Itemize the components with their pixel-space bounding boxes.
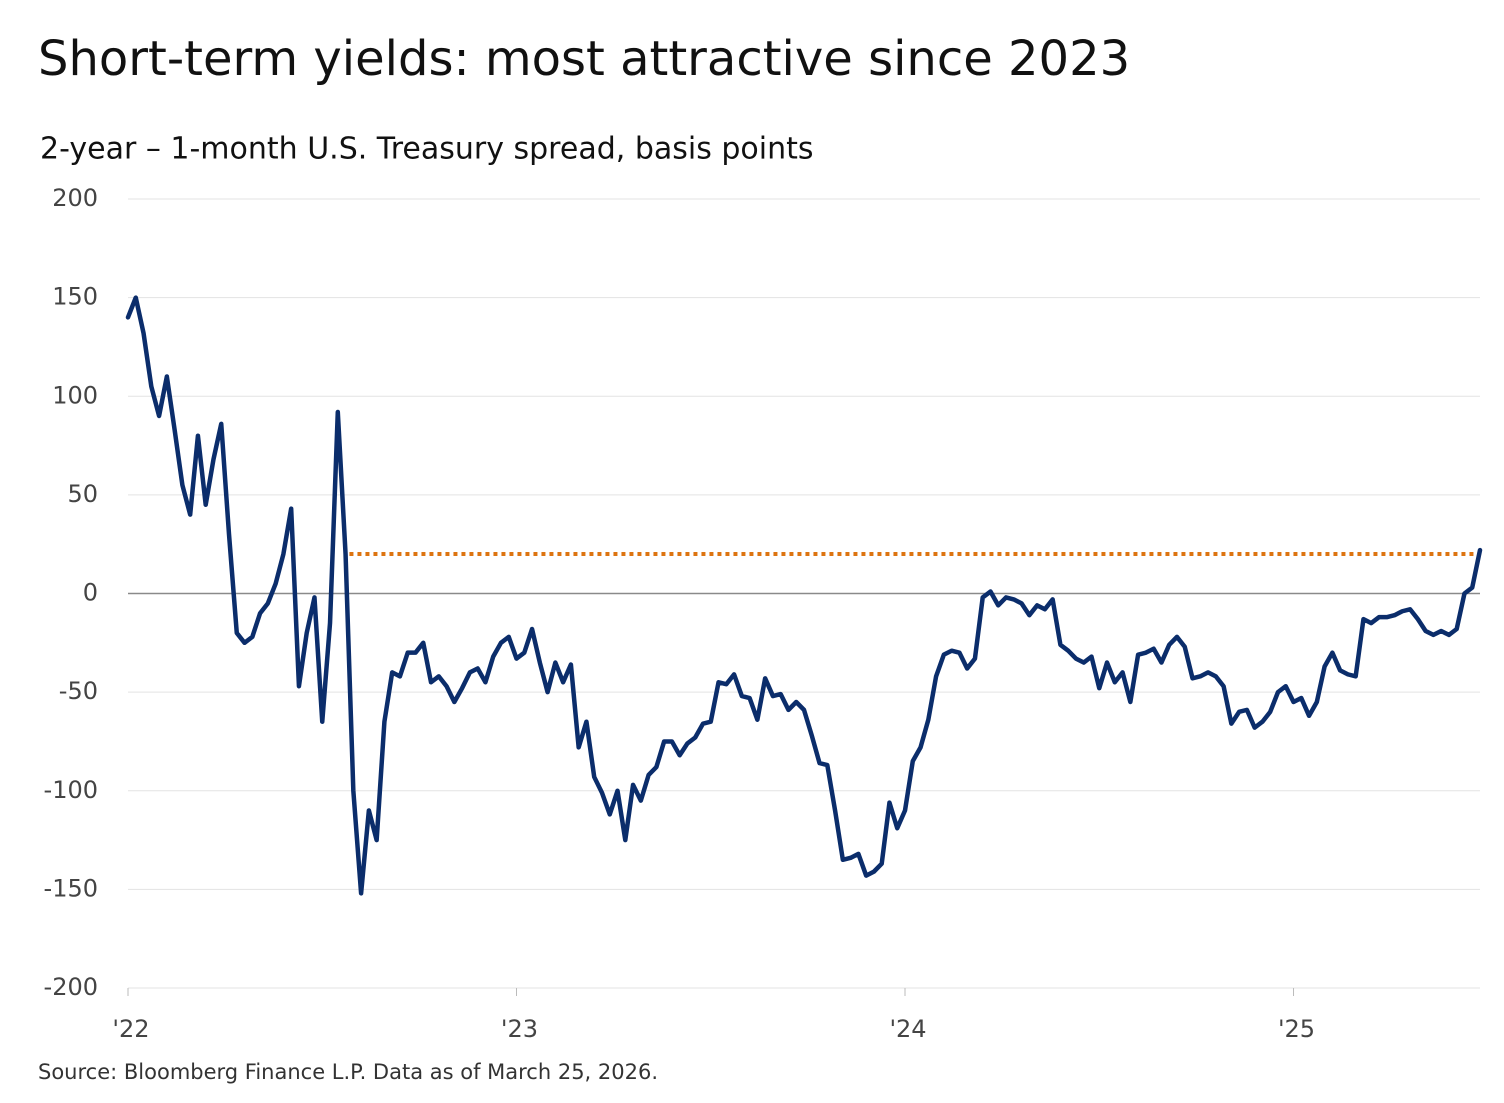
y-tick-label: -100 (44, 776, 98, 804)
x-tick-label: '24 (889, 1015, 926, 1043)
y-tick-label: 0 (83, 579, 98, 607)
chart-title: Short-term yields: most attractive since… (38, 31, 1130, 87)
y-tick-label: -150 (44, 874, 98, 902)
y-tick-label: 200 (52, 184, 98, 212)
marks-layer (125, 295, 1483, 896)
y-tick-label: -200 (44, 973, 98, 1001)
data-line (125, 295, 1483, 896)
chart-subtitle: 2-year – 1-month U.S. Treasury spread, b… (40, 132, 814, 167)
x-tick-label: '23 (501, 1015, 538, 1043)
x-tick-label: '25 (1278, 1015, 1315, 1043)
y-tick-label: 50 (67, 480, 98, 508)
x-tick-label: '22 (112, 1015, 149, 1043)
y-tick-label: 100 (52, 381, 98, 409)
y-tick-label: 150 (52, 283, 98, 311)
source-note: Source: Bloomberg Finance L.P. Data as o… (38, 1060, 658, 1084)
y-tick-label: -50 (59, 677, 98, 705)
